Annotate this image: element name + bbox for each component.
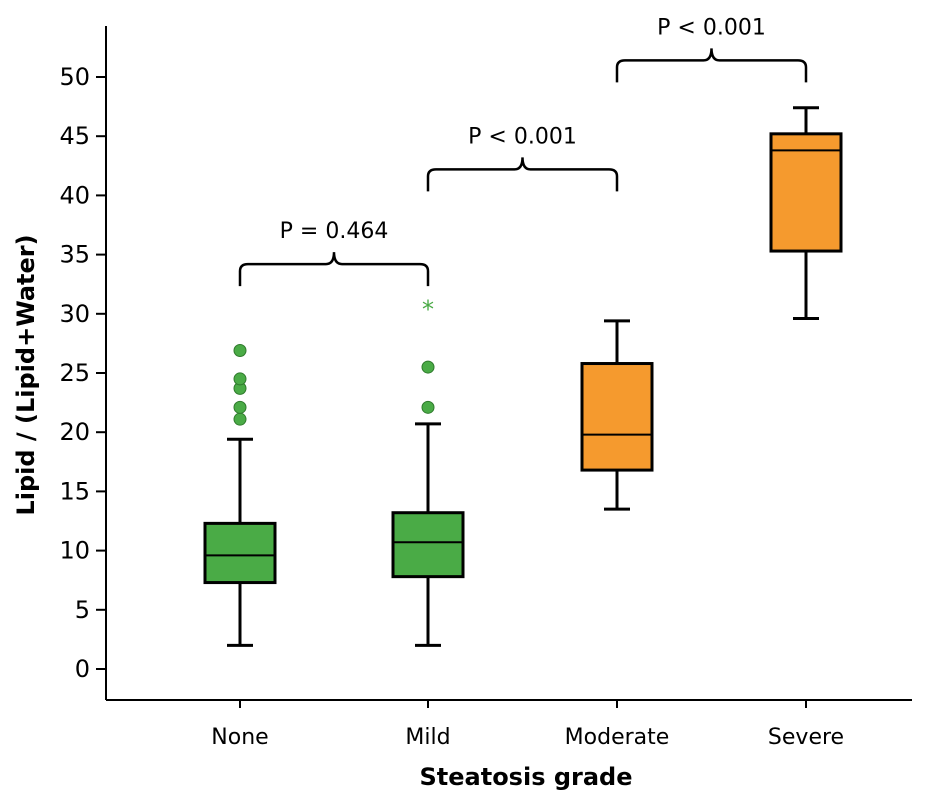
comparison-bracket [426, 157, 619, 192]
outlier-point [233, 412, 247, 426]
y-tick-label: 30 [59, 300, 90, 328]
box-none [203, 344, 277, 647]
y-tick-label: 40 [59, 181, 90, 209]
iqr-box [769, 132, 843, 253]
x-tick-label: None [211, 725, 268, 750]
p-value-label: P = 0.464 [280, 219, 389, 244]
outlier-point [421, 360, 435, 374]
outlier-point [233, 372, 247, 386]
p-value-label: P < 0.001 [468, 124, 577, 149]
box-severe [769, 106, 843, 321]
y-tick-label: 45 [59, 122, 90, 150]
y-tick-label: 20 [59, 418, 90, 446]
x-tick-label: Mild [405, 725, 450, 750]
y-axis-label: Lipid / (Lipid+Water) [12, 234, 40, 515]
y-tick-label: 35 [59, 241, 90, 269]
boxes: * [203, 106, 843, 647]
outlier-point [233, 400, 247, 414]
comparison-bracket [238, 252, 430, 287]
extreme-point: * [422, 296, 434, 324]
x-tick-label: Severe [768, 725, 844, 750]
outlier-point [421, 400, 435, 414]
iqr-box [203, 521, 277, 585]
y-ticks: 0 5 10 15 20 25 30 35 40 45 50 [59, 63, 106, 683]
y-tick-label: 50 [59, 63, 90, 91]
x-category-labels: None Mild Moderate Severe [211, 700, 844, 750]
y-tick-label: 0 [75, 655, 90, 683]
y-tick-label: 5 [75, 596, 90, 624]
y-tick-label: 25 [59, 359, 90, 387]
p-value-label: P < 0.001 [657, 15, 766, 40]
outlier-point [233, 344, 247, 358]
box-mild: * [391, 296, 465, 647]
x-axis-label: Steatosis grade [419, 763, 632, 791]
y-tick-label: 10 [59, 537, 90, 565]
iqr-box [391, 511, 465, 579]
comparison-bracket [615, 48, 808, 83]
comparison-brackets: P = 0.464 P < 0.001 P < 0.001 [238, 15, 808, 287]
y-tick-label: 15 [59, 477, 90, 505]
iqr-box [580, 362, 654, 472]
box-moderate [580, 319, 654, 511]
x-tick-label: Moderate [565, 725, 670, 750]
